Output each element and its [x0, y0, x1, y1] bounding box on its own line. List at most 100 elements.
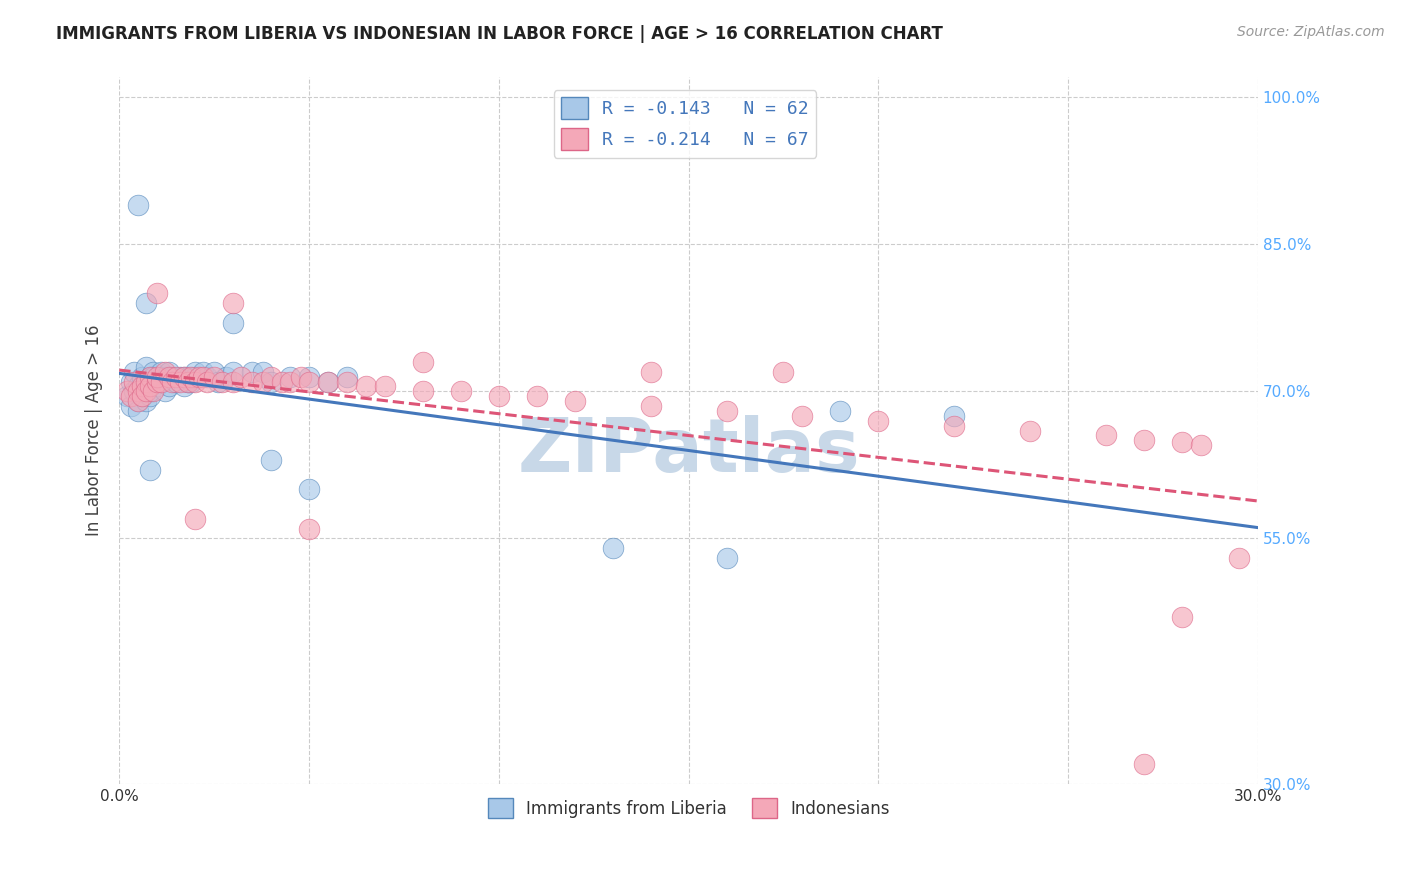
Point: [127, 404, 149, 418]
Point: [1133, 434, 1156, 448]
Point: [180, 375, 202, 389]
Point: [1189, 438, 1212, 452]
Point: [115, 389, 138, 403]
Point: [222, 375, 245, 389]
Point: [564, 394, 586, 409]
Point: [298, 369, 321, 384]
Point: [240, 365, 263, 379]
Point: [127, 198, 149, 212]
Point: [131, 379, 153, 393]
Point: [260, 369, 283, 384]
Point: [165, 375, 187, 389]
Point: [173, 369, 195, 384]
Point: [165, 369, 187, 384]
Point: [157, 365, 180, 379]
Point: [169, 369, 191, 384]
Point: [772, 365, 794, 379]
Point: [127, 394, 149, 409]
Point: [252, 365, 274, 379]
Point: [191, 369, 214, 384]
Point: [120, 375, 142, 389]
Point: [868, 414, 890, 428]
Point: [260, 375, 283, 389]
Point: [316, 375, 339, 389]
Point: [336, 375, 359, 389]
Y-axis label: In Labor Force | Age > 16: In Labor Force | Age > 16: [86, 325, 103, 536]
Point: [716, 551, 738, 566]
Point: [240, 375, 263, 389]
Point: [142, 369, 165, 384]
Point: [290, 369, 312, 384]
Point: [131, 369, 153, 384]
Point: [298, 483, 321, 497]
Point: [146, 286, 169, 301]
Point: [278, 369, 301, 384]
Point: [316, 375, 339, 389]
Point: [260, 453, 283, 467]
Point: [278, 375, 301, 389]
Point: [298, 522, 321, 536]
Point: [792, 409, 814, 423]
Point: [214, 369, 236, 384]
Point: [150, 369, 173, 384]
Point: [176, 375, 198, 389]
Text: Source: ZipAtlas.com: Source: ZipAtlas.com: [1237, 25, 1385, 39]
Point: [943, 409, 966, 423]
Text: ZIPatlas: ZIPatlas: [517, 416, 860, 488]
Point: [184, 369, 207, 384]
Point: [271, 375, 294, 389]
Point: [120, 399, 142, 413]
Point: [138, 389, 160, 403]
Point: [1227, 551, 1250, 566]
Point: [412, 355, 434, 369]
Point: [202, 369, 225, 384]
Point: [211, 375, 233, 389]
Point: [150, 375, 173, 389]
Point: [131, 389, 153, 403]
Point: [157, 369, 180, 384]
Point: [191, 365, 214, 379]
Point: [488, 389, 510, 403]
Point: [184, 375, 207, 389]
Point: [142, 365, 165, 379]
Point: [1019, 424, 1042, 438]
Point: [165, 375, 187, 389]
Point: [146, 369, 169, 384]
Point: [120, 389, 142, 403]
Point: [124, 375, 146, 389]
Point: [184, 512, 207, 526]
Point: [354, 379, 377, 393]
Point: [135, 375, 157, 389]
Point: [602, 541, 624, 556]
Point: [135, 359, 157, 374]
Point: [195, 375, 218, 389]
Point: [176, 375, 198, 389]
Point: [169, 375, 191, 389]
Point: [135, 384, 157, 399]
Point: [716, 404, 738, 418]
Point: [131, 389, 153, 403]
Point: [222, 316, 245, 330]
Point: [162, 375, 184, 389]
Point: [135, 296, 157, 310]
Point: [138, 369, 160, 384]
Point: [298, 375, 321, 389]
Point: [1133, 757, 1156, 772]
Point: [115, 384, 138, 399]
Point: [374, 379, 396, 393]
Point: [135, 375, 157, 389]
Point: [146, 375, 169, 389]
Point: [176, 369, 198, 384]
Point: [173, 379, 195, 393]
Point: [138, 369, 160, 384]
Point: [153, 369, 176, 384]
Point: [135, 394, 157, 409]
Point: [131, 384, 153, 399]
Point: [526, 389, 548, 403]
Text: IMMIGRANTS FROM LIBERIA VS INDONESIAN IN LABOR FORCE | AGE > 16 CORRELATION CHAR: IMMIGRANTS FROM LIBERIA VS INDONESIAN IN…: [56, 25, 943, 43]
Point: [173, 369, 195, 384]
Point: [207, 375, 229, 389]
Point: [153, 365, 176, 379]
Point: [127, 394, 149, 409]
Point: [336, 369, 359, 384]
